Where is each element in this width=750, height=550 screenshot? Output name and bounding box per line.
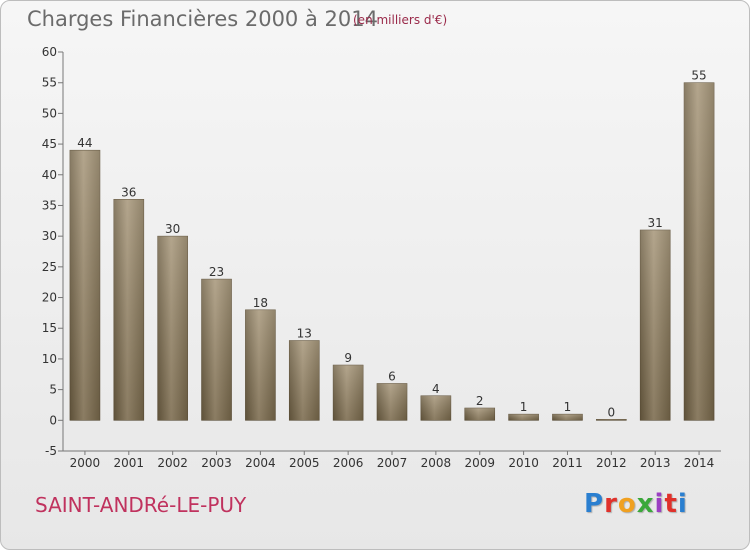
x-tick-label: 2010 xyxy=(508,456,539,470)
data-label: 9 xyxy=(344,351,352,365)
x-tick-label: 2000 xyxy=(70,456,101,470)
y-tick-label: 25 xyxy=(42,260,57,274)
bar-shade xyxy=(69,150,100,421)
y-tick-label: 40 xyxy=(42,168,57,182)
data-label: 23 xyxy=(209,265,224,279)
x-tick-label: 2005 xyxy=(289,456,320,470)
y-tick-label: 30 xyxy=(42,229,57,243)
bar-shade xyxy=(201,279,232,421)
proxiti-logo[interactable]: Proxiti xyxy=(584,489,688,519)
x-tick-label: 2012 xyxy=(596,456,627,470)
bar-shade xyxy=(245,309,276,421)
bar-shade xyxy=(157,236,188,421)
bar-shade xyxy=(464,408,495,421)
x-tick-label: 2011 xyxy=(552,456,583,470)
bar-shade xyxy=(508,414,539,421)
x-tick-label: 2013 xyxy=(640,456,671,470)
bar-shade xyxy=(289,340,320,421)
data-label: 2 xyxy=(476,394,484,408)
data-label: 6 xyxy=(388,369,396,383)
bar-shade xyxy=(377,383,407,421)
bar-shade xyxy=(552,414,583,421)
x-tick-label: 2002 xyxy=(157,456,188,470)
x-tick-label: 2004 xyxy=(245,456,276,470)
logo-letter: x xyxy=(636,489,655,519)
bar-shade xyxy=(596,419,627,421)
logo-letter: r xyxy=(604,489,618,519)
y-tick-label: 35 xyxy=(42,198,57,212)
chart-title: Charges Financières 2000 à 2014 xyxy=(27,7,378,31)
data-label: 13 xyxy=(297,327,312,341)
logo-letter: i xyxy=(654,489,665,519)
bar-shade xyxy=(113,199,144,421)
x-tick-label: 2003 xyxy=(201,456,232,470)
x-tick-label: 2006 xyxy=(333,456,364,470)
bar-shade xyxy=(333,365,364,421)
x-tick-label: 2008 xyxy=(421,456,452,470)
x-tick-label: 2007 xyxy=(377,456,408,470)
data-label: 30 xyxy=(165,222,180,236)
data-label: 31 xyxy=(648,216,663,230)
bar-shade xyxy=(684,82,715,421)
data-label: 18 xyxy=(253,296,268,310)
chart-subtitle: (en milliers d'€) xyxy=(353,13,448,27)
y-tick-label: 55 xyxy=(42,76,57,90)
x-tick-label: 2009 xyxy=(464,456,495,470)
data-label: 44 xyxy=(77,136,92,150)
commune-name: SAINT-ANDRé-LE-PUY xyxy=(35,493,247,517)
y-tick-label: 5 xyxy=(49,383,57,397)
y-tick-label: 10 xyxy=(42,352,57,366)
logo-letter: t xyxy=(664,489,678,519)
bar-layer xyxy=(69,82,715,421)
y-tick-label: -5 xyxy=(45,444,57,458)
y-tick-label: 20 xyxy=(42,291,57,305)
data-label: 1 xyxy=(564,400,572,414)
data-label: 0 xyxy=(608,405,616,419)
y-tick-label: 45 xyxy=(42,137,57,151)
x-tick-label: 2014 xyxy=(684,456,715,470)
y-tick-label: 15 xyxy=(42,321,57,335)
logo-letter: o xyxy=(617,489,637,519)
data-label: 4 xyxy=(432,382,440,396)
logo-letter: i xyxy=(677,489,688,519)
data-label: 55 xyxy=(691,69,706,83)
x-tick-label: 2001 xyxy=(114,456,145,470)
y-tick-label: 0 xyxy=(49,413,57,427)
bar-shade xyxy=(420,395,451,421)
logo-letter: P xyxy=(584,489,605,519)
y-tick-label: 60 xyxy=(42,45,57,59)
y-tick-label: 50 xyxy=(42,106,57,120)
data-label: 1 xyxy=(520,400,528,414)
data-label: 36 xyxy=(121,185,136,199)
bar-shade xyxy=(640,230,671,421)
label-layer: 2000 44 2001 36 2002 30 2003 23 2004 18 2005 13 2006… xyxy=(70,69,715,470)
